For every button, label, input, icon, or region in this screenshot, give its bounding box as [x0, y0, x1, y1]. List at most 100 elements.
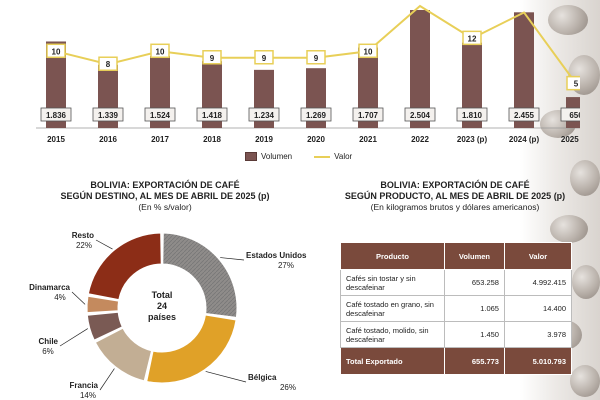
slice: [162, 232, 238, 318]
volume-label-box: [144, 107, 176, 122]
bar: [462, 42, 482, 129]
volume-value-chart: 2015 2016 2017 2018 2019 2020 2021 2022 2023 (p)…: [36, 4, 580, 144]
volume-label-box: [248, 107, 280, 122]
table-header-row: Producto Volumen Valor: [340, 242, 573, 270]
slice-pct: 6%: [42, 347, 54, 356]
value-label-box: [98, 56, 118, 71]
leader-line: [220, 257, 245, 261]
volume-label-box: [352, 107, 384, 122]
slice-pct: 4%: [54, 293, 66, 302]
leader-line: [205, 371, 247, 383]
value-label-box: [46, 43, 66, 59]
row-product: Café tostado en grano, sin descafeinar: [340, 295, 445, 322]
volume-label-box: [40, 107, 72, 122]
tick-label: 2016: [99, 135, 117, 144]
volume-label: 656: [569, 111, 580, 120]
legend-volumen: Volumen: [245, 152, 292, 161]
slice-label: Bélgica: [248, 373, 277, 382]
table-title-line2: SEGÚN PRODUCTO, AL MES DE ABRIL DE 2025 …: [344, 191, 566, 201]
value-label: 12: [468, 34, 477, 43]
value-label: 9: [210, 54, 215, 63]
row-value: 3.978: [503, 321, 573, 348]
value-label: 8: [106, 60, 111, 69]
table-row: Cafés sin tostar y sin descafeinar 653.2…: [340, 269, 573, 296]
slice: [86, 311, 123, 341]
value-label: 10: [156, 47, 165, 56]
value-label-box: [358, 43, 378, 59]
volume-label: 1.707: [358, 111, 379, 120]
bar: [410, 10, 430, 128]
value-label: 10: [364, 47, 373, 56]
volume-label: 1.836: [46, 111, 67, 120]
slice: [94, 327, 153, 382]
header-volumen: Volumen: [443, 242, 505, 270]
slice: [87, 232, 162, 301]
volume-label: 2.504: [410, 111, 431, 120]
tick-label: 2020: [307, 135, 325, 144]
tick-label: 2025 (p): [561, 135, 580, 144]
total-value: 5.010.793: [503, 347, 573, 375]
volume-label: 1.339: [98, 111, 119, 120]
value-label-box: [202, 50, 222, 65]
slice-pct: 27%: [278, 261, 294, 270]
legend-volumen-label: Volumen: [261, 152, 293, 161]
donut-center-value: 24: [157, 301, 167, 311]
volume-label: 2.455: [514, 111, 535, 120]
slice-pct: 26%: [280, 383, 296, 392]
volume-label-box: [300, 107, 332, 122]
slice-pct: 14%: [80, 391, 96, 400]
product-table: Producto Volumen Valor Cafés sin tostar …: [340, 242, 573, 375]
volume-label-box: [404, 107, 436, 122]
donut-center-label: Total: [152, 290, 173, 300]
table-row: Café tostado, molido, sin descafeinar 1.…: [340, 321, 573, 348]
pie-title: BOLIVIA: EXPORTACIÓN DE CAFÉ SEGÚN DESTI…: [30, 180, 300, 213]
pie-subtitle: (En % s/valor): [138, 202, 192, 212]
volume-label: 1.524: [150, 111, 171, 120]
value-label: 5: [574, 80, 579, 89]
pie-title-line1: BOLIVIA: EXPORTACIÓN DE CAFÉ: [90, 180, 240, 190]
tick-label: 2022: [411, 135, 429, 144]
row-value: 4.992.415: [503, 269, 573, 296]
volume-label-box: [196, 107, 228, 122]
total-volume: 655.773: [443, 347, 505, 375]
legend-valor: Valor: [314, 152, 352, 161]
row-value: 14.400: [503, 295, 573, 322]
slice-label: Chile: [38, 337, 58, 346]
slice-label: Dinamarca: [29, 283, 70, 292]
slice-pct: 22%: [76, 241, 92, 250]
bar: [46, 41, 66, 128]
tick-label: 2015: [47, 135, 65, 144]
row-volume: 653.258: [443, 269, 505, 296]
slice: [146, 314, 237, 384]
slice-label: Resto: [72, 231, 94, 240]
tick-label: 2019: [255, 135, 273, 144]
volume-label-box: [508, 107, 540, 122]
row-product: Cafés sin tostar y sin descafeinar: [340, 269, 445, 296]
value-label-box: [254, 50, 274, 65]
header-valor: Valor: [503, 242, 573, 270]
volume-label: 1.234: [254, 111, 275, 120]
tick-label: 2021: [359, 135, 377, 144]
table-row: Café tostado en grano, sin descafeinar 1…: [340, 295, 573, 322]
slice-label: Estados Unidos: [246, 251, 307, 260]
leader-line: [59, 328, 88, 347]
volume-label: 1.418: [202, 111, 223, 120]
table-title-line1: BOLIVIA: EXPORTACIÓN DE CAFÉ: [380, 180, 530, 190]
pie-title-line2: SEGÚN DESTINO, AL MES DE ABRIL DE 2025 (…: [60, 191, 270, 201]
value-label-box: [566, 75, 580, 91]
tick-label: 2018: [203, 135, 221, 144]
tick-label: 2017: [151, 135, 169, 144]
legend-valor-swatch: [314, 155, 331, 158]
row-volume: 1.065: [443, 295, 505, 322]
slice-label: Francia: [70, 381, 99, 390]
donut-center-unit: países: [148, 312, 176, 322]
value-label: 10: [52, 47, 61, 56]
bar: [514, 12, 534, 129]
legend-valor-label: Valor: [334, 152, 353, 161]
leader-line: [71, 291, 86, 305]
legend-volumen-swatch: [245, 152, 257, 161]
table-total-row: Total Exportado 655.773 5.010.793: [340, 347, 573, 375]
tick-label: 2023 (p): [457, 135, 488, 144]
value-label: 9: [314, 54, 319, 63]
